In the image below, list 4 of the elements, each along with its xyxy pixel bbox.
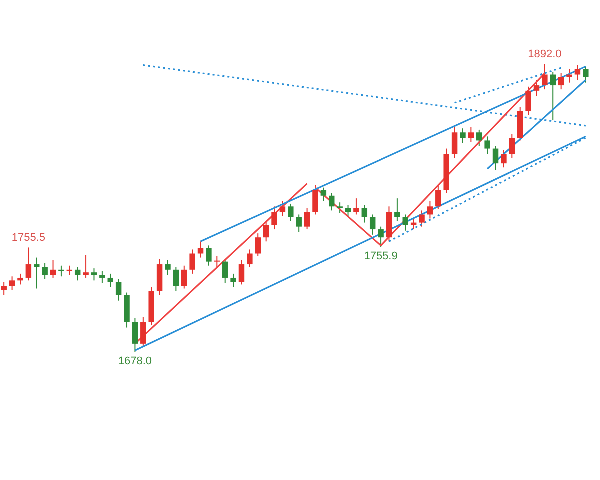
annotation: 1755.5 [12, 232, 46, 244]
annotation: 1678.0 [118, 356, 152, 368]
annotation: 1755.9 [364, 250, 398, 263]
annotation: 1892.0 [528, 48, 562, 61]
